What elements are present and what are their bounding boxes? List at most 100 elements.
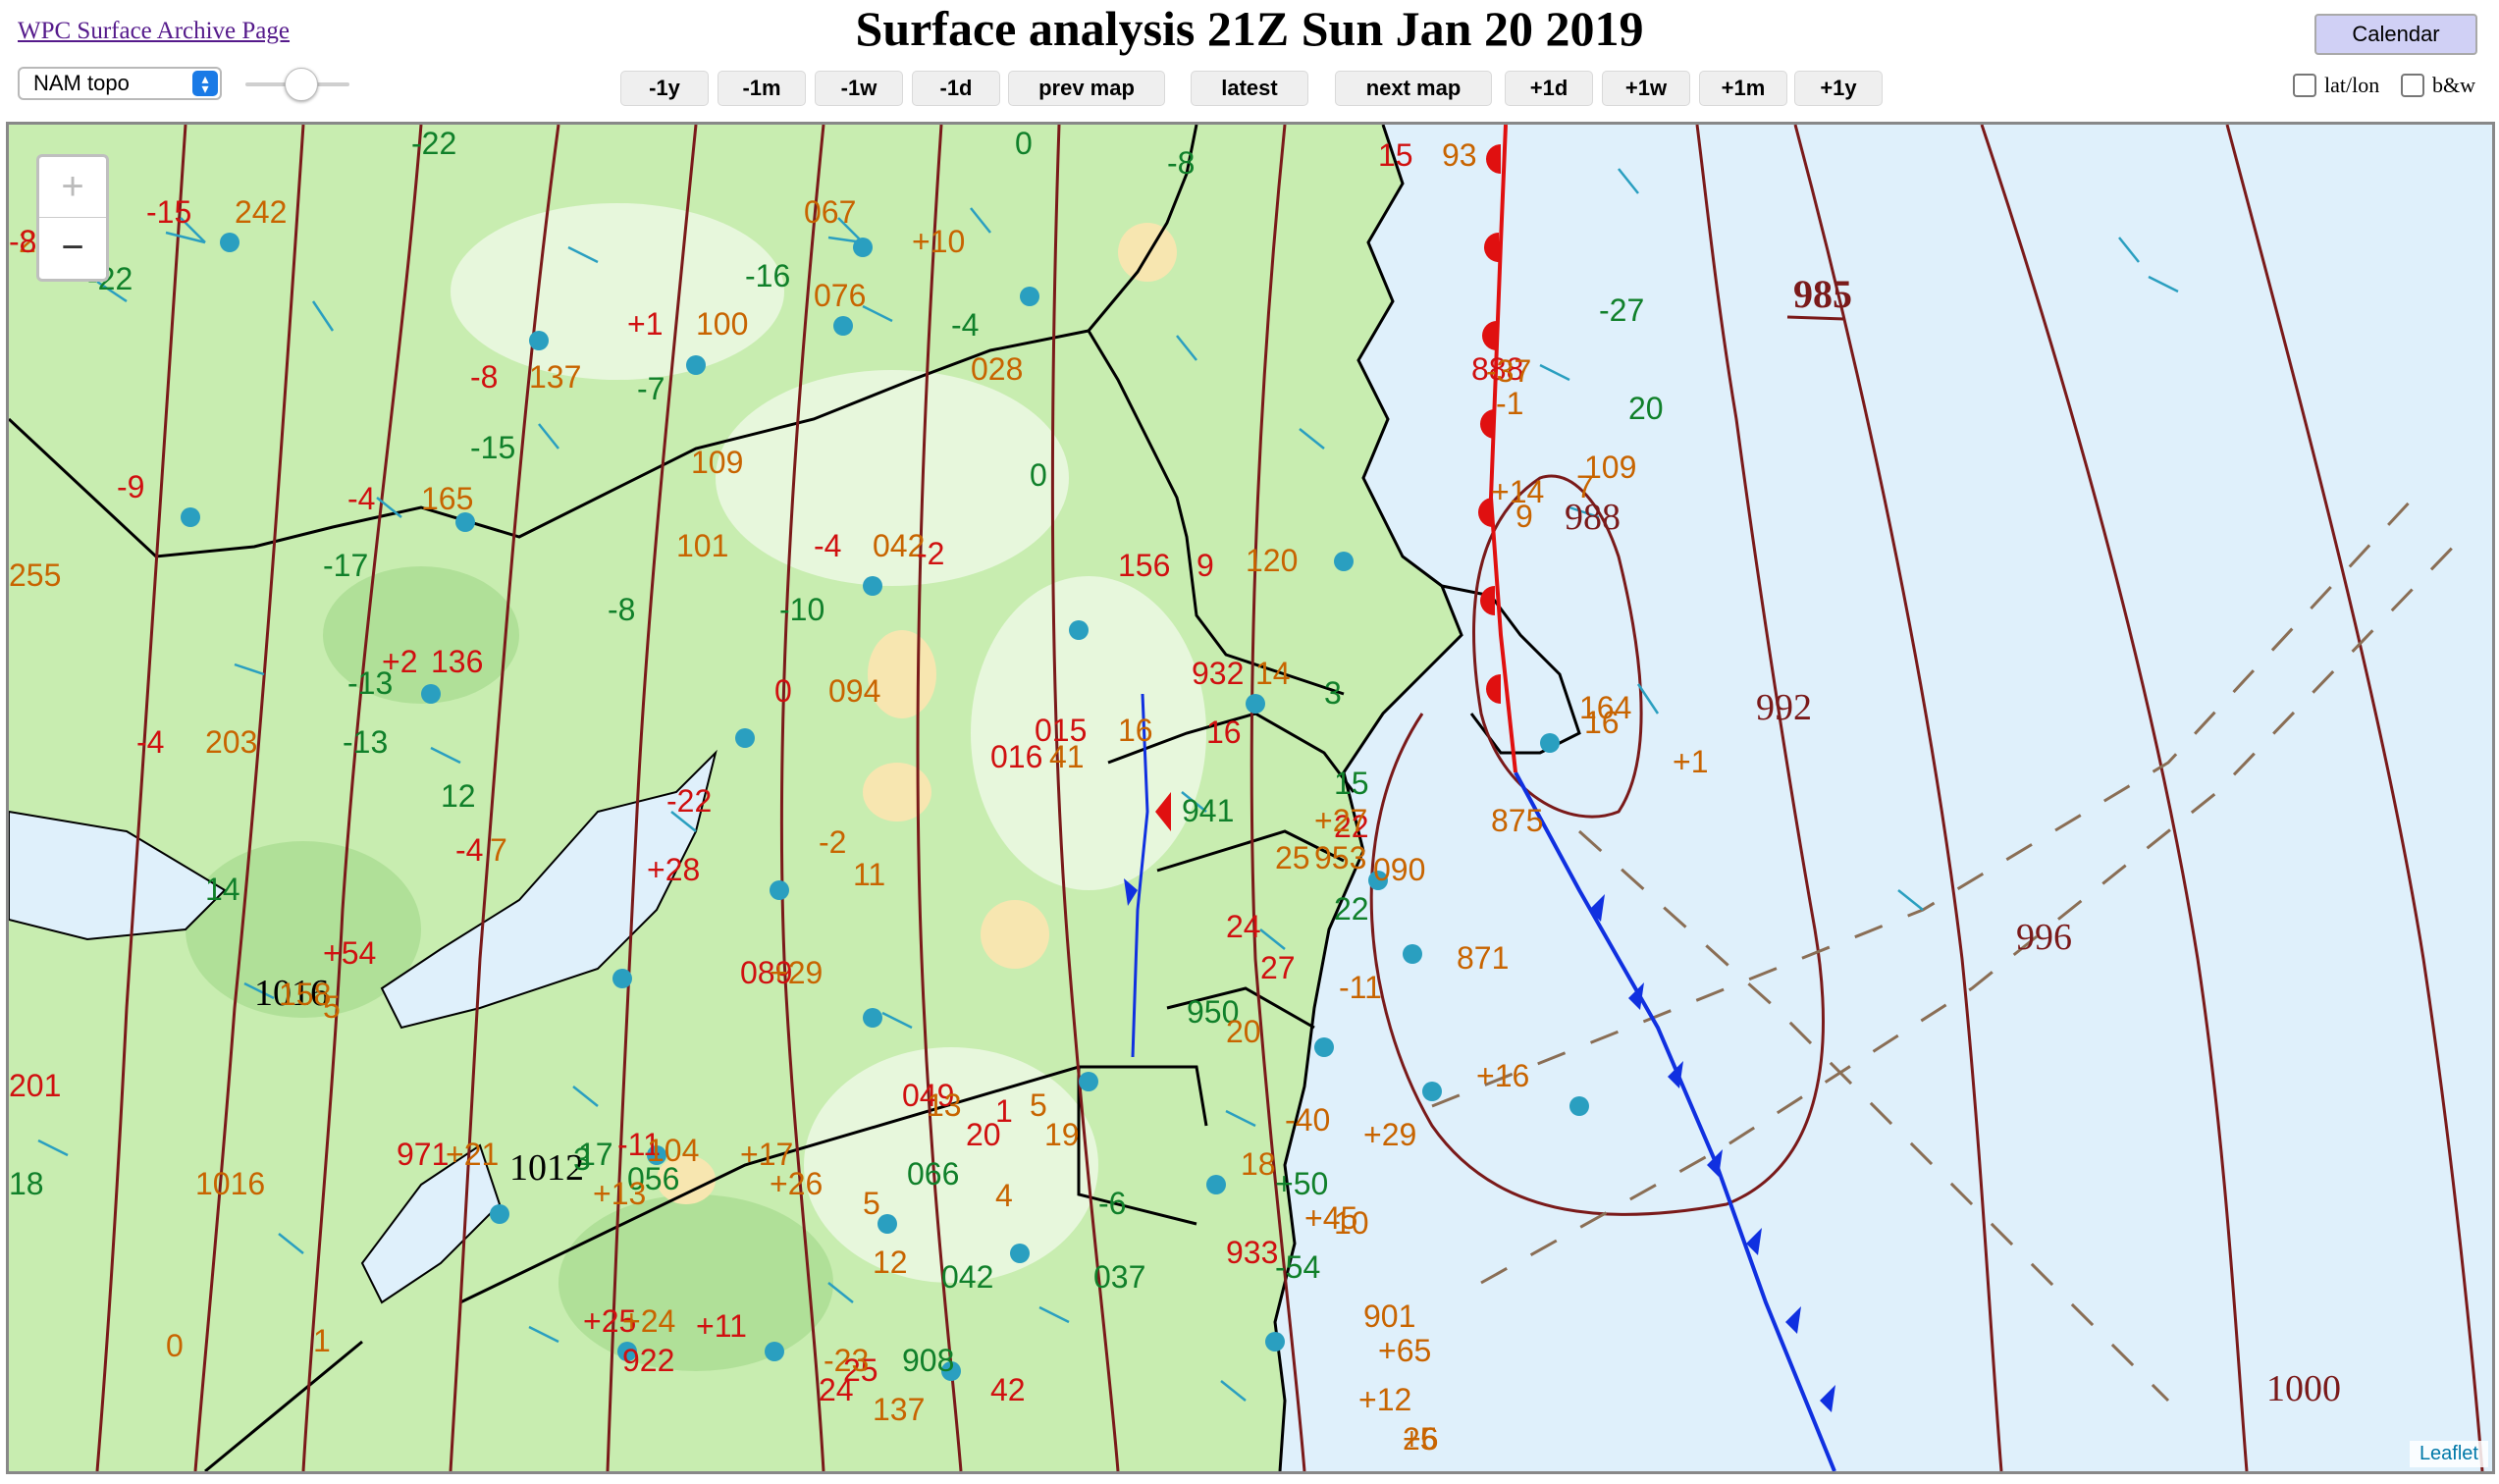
plus-1w-button[interactable]: +1w	[1602, 71, 1690, 106]
plus-1m-button[interactable]: +1m	[1699, 71, 1787, 106]
station-value: 24	[1226, 909, 1261, 944]
plus-1d-button[interactable]: +1d	[1505, 71, 1593, 106]
station-value: +17	[740, 1137, 793, 1172]
station-value: 20	[1226, 1014, 1261, 1049]
station-value: -6	[1098, 1186, 1126, 1221]
plus-1y-button[interactable]: +1y	[1794, 71, 1883, 106]
station-value: 25	[843, 1352, 878, 1388]
station-value: 164	[1579, 690, 1631, 725]
isobar-label: 1012	[509, 1147, 584, 1189]
slider-handle[interactable]	[285, 68, 318, 101]
station-value: 5	[863, 1186, 880, 1221]
station-value: 932	[1192, 656, 1244, 691]
station-value: 93	[1442, 137, 1477, 173]
station-value: -8	[9, 224, 36, 259]
station-value: 042	[941, 1259, 993, 1295]
calendar-button[interactable]: Calendar	[2314, 14, 2477, 55]
map-attribution[interactable]: Leaflet	[2409, 1441, 2488, 1467]
station-value: 10	[1334, 1205, 1369, 1241]
station-value: 11	[853, 857, 885, 892]
station-value: 120	[1246, 543, 1298, 578]
zoom-in-button[interactable]: +	[39, 157, 106, 218]
zoom-out-button[interactable]: −	[61, 226, 84, 269]
station-value: 090	[1373, 852, 1425, 887]
station-value: 067	[804, 194, 856, 230]
station-value: 922	[622, 1343, 674, 1378]
station-value: +12	[1358, 1382, 1411, 1417]
station-value: -13	[343, 724, 388, 760]
station-value: -40	[1285, 1102, 1330, 1138]
station-value: 076	[814, 278, 866, 313]
next-map-button[interactable]: next map	[1335, 71, 1492, 106]
station-value: -9	[117, 469, 144, 504]
station-value: 0	[1015, 126, 1033, 161]
station-value: 17	[578, 1137, 613, 1172]
bw-checkbox[interactable]	[2401, 74, 2424, 97]
station-value: -11	[1339, 970, 1382, 1005]
station-value: 9	[1196, 548, 1214, 583]
station-value: 13	[927, 1087, 962, 1123]
map-canvas[interactable]: 985 988 992 996 1000 1012 1016 -22-15 242…	[9, 125, 2492, 1471]
minus-1w-button[interactable]: -1w	[815, 71, 903, 106]
station-value: +24	[622, 1303, 675, 1339]
station-value: 101	[676, 528, 728, 563]
station-value: -8	[608, 592, 635, 627]
station-value: +54	[323, 935, 376, 971]
minus-1y-button[interactable]: -1y	[620, 71, 709, 106]
wind-barbs	[37, 168, 2179, 1402]
station-value: 15	[1334, 766, 1369, 801]
station-value: 1	[995, 1093, 1013, 1129]
minus-1d-button[interactable]: -1d	[912, 71, 1000, 106]
station-value: -54	[1275, 1249, 1320, 1285]
station-value: +29	[770, 955, 823, 990]
station-value: -4	[814, 528, 841, 563]
station-value: +6	[1403, 1421, 1438, 1457]
station-value: 24	[819, 1372, 854, 1407]
station-value: 156	[1118, 548, 1170, 583]
latlon-toggle[interactable]: lat/lon	[2293, 73, 2379, 98]
station-value: -27	[1599, 292, 1644, 328]
station-value: 971	[397, 1137, 449, 1172]
station-value: 18	[9, 1166, 44, 1201]
zoom-control[interactable]: + −	[36, 154, 109, 282]
station-value: 22	[1334, 891, 1369, 927]
station-value: 5	[1030, 1087, 1047, 1123]
station-value: 255	[9, 557, 61, 593]
surface-map[interactable]: 985 988 992 996 1000 1012 1016 -22 -15 242…	[6, 122, 2495, 1474]
station-value: -37	[1486, 353, 1531, 389]
station-value: +25	[583, 1303, 636, 1339]
station-value: 104	[647, 1133, 699, 1168]
minus-1m-button[interactable]: -1m	[718, 71, 806, 106]
station-value: -8	[470, 359, 498, 395]
station-value: 871	[1457, 940, 1509, 976]
station-value: -4	[455, 832, 483, 868]
station-value: 0	[774, 673, 792, 709]
station-value: 109	[1584, 450, 1636, 485]
station-value: +1	[1673, 744, 1708, 779]
station-value: 137	[873, 1392, 925, 1427]
isobar-label: 1000	[2266, 1368, 2341, 1409]
station-value: -15	[146, 194, 191, 230]
bw-toggle[interactable]: b&w	[2401, 73, 2475, 98]
station-value: -1	[1496, 386, 1523, 421]
station-value: 875	[1491, 803, 1543, 838]
prev-map-button[interactable]: prev map	[1008, 71, 1165, 106]
station-value: 042	[873, 528, 925, 563]
isobar-label: 992	[1756, 687, 1812, 728]
station-value: +50	[1275, 1166, 1328, 1201]
basemap-select[interactable]: NAM topo ▴ ▾	[18, 67, 222, 100]
station-value: 3	[573, 1141, 591, 1177]
station-value: -22	[666, 783, 712, 819]
station-value: 1	[313, 1323, 331, 1358]
lakes-bays	[9, 749, 718, 1304]
station-value: +13	[593, 1176, 646, 1211]
isobar-label: 996	[2016, 917, 2072, 958]
latlon-checkbox[interactable]	[2293, 74, 2316, 97]
archive-link[interactable]: WPC Surface Archive Page	[18, 18, 291, 44]
opacity-slider[interactable]	[245, 68, 349, 101]
station-value: 4	[995, 1178, 1013, 1213]
station-value: -7	[637, 371, 665, 406]
station-value: 14	[1255, 656, 1291, 691]
latest-button[interactable]: latest	[1191, 71, 1308, 106]
station-value: 7	[490, 832, 507, 868]
